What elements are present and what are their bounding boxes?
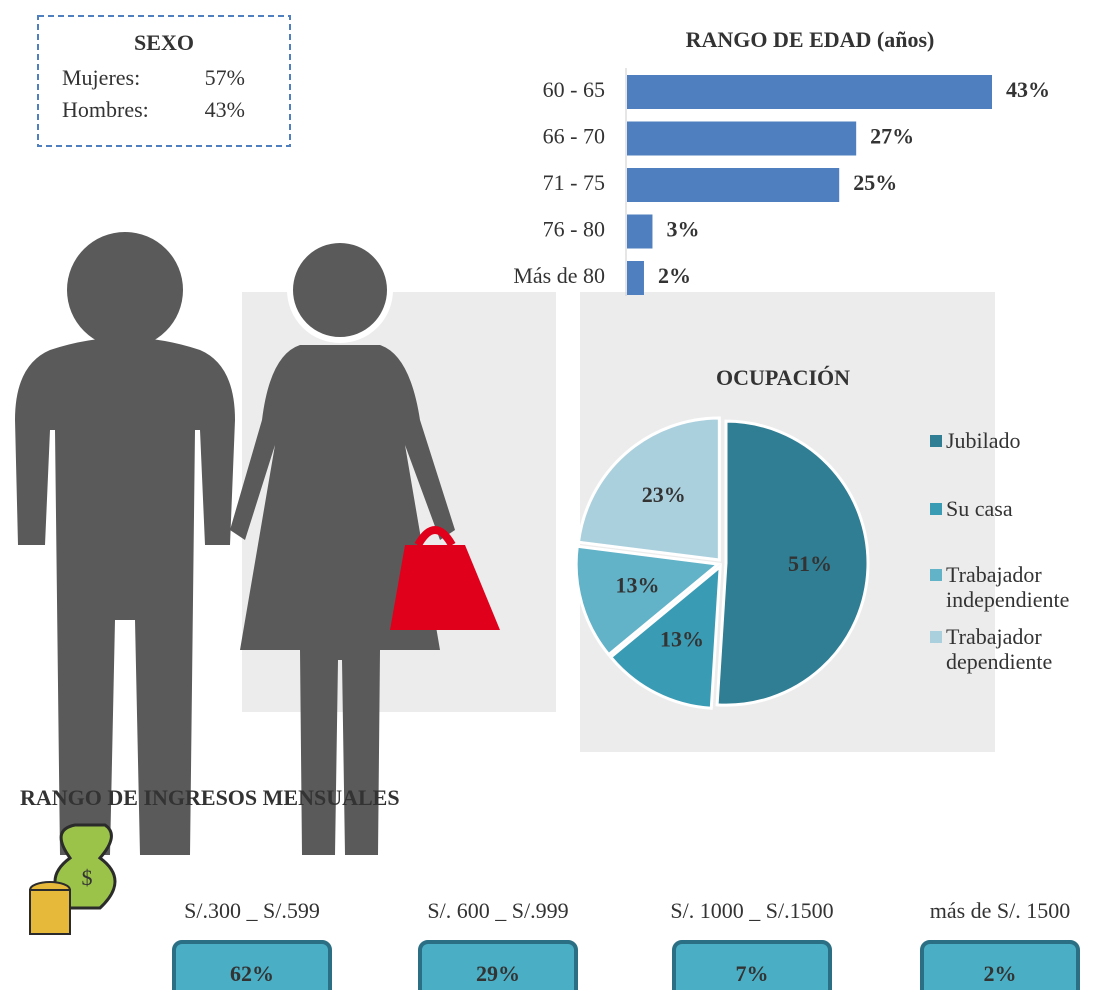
data-label: 25% xyxy=(853,170,897,195)
data-label: 23% xyxy=(642,482,686,507)
canvas: SEXO Mujeres: 57% Hombres: 43% $ RANGO D… xyxy=(0,0,1113,990)
chart-title: OCUPACIÓN xyxy=(716,365,850,390)
legend-swatch xyxy=(930,503,942,515)
page: SEXO Mujeres: 57% Hombres: 43% $ RANGO D… xyxy=(0,0,1113,990)
data-label: 3% xyxy=(666,217,699,242)
income-value: 29% xyxy=(476,961,520,986)
data-label: 51% xyxy=(788,551,832,576)
legend-label: Trabajador independiente xyxy=(946,562,1100,612)
legend-item: Trabajador independiente xyxy=(930,562,1100,612)
currency-symbol: $ xyxy=(82,865,93,890)
y-tick-label: Más de 80 xyxy=(513,263,605,288)
legend-label: Su casa xyxy=(946,496,1013,521)
income-range: más de S/. 1500 xyxy=(930,898,1071,923)
y-tick-label: 66 - 70 xyxy=(543,124,605,149)
income-value: 7% xyxy=(736,961,769,986)
data-label: 13% xyxy=(660,626,704,651)
sexo-label: Mujeres: xyxy=(62,65,140,90)
y-tick-label: 60 - 65 xyxy=(543,77,605,102)
legend-swatch xyxy=(930,631,942,643)
sexo-label: Hombres: xyxy=(62,97,149,122)
legend-swatch xyxy=(930,435,942,447)
legend-label: Jubilado xyxy=(946,428,1021,453)
income-range: S/.300 _ S/.599 xyxy=(184,898,320,923)
income-value: 62% xyxy=(230,961,274,986)
legend-item: Su casa xyxy=(930,496,1100,521)
data-label: 27% xyxy=(870,124,914,149)
bar xyxy=(627,75,992,109)
bar xyxy=(627,261,644,295)
y-tick-label: 76 - 80 xyxy=(543,217,605,242)
sexo-title: SEXO xyxy=(134,30,194,55)
sexo-value: 57% xyxy=(205,65,245,90)
legend-swatch xyxy=(930,569,942,581)
man-icon xyxy=(15,232,235,855)
data-label: 13% xyxy=(615,573,659,598)
income-range: S/. 600 _ S/.999 xyxy=(427,898,568,923)
legend-label: Trabajador dependiente xyxy=(946,624,1100,674)
legend-item: Jubilado xyxy=(930,428,1100,453)
sexo-value: 43% xyxy=(205,97,245,122)
income-range: S/. 1000 _ S/.1500 xyxy=(670,898,833,923)
data-label: 43% xyxy=(1006,77,1050,102)
bar xyxy=(627,168,839,202)
chart-title: RANGO DE EDAD (años) xyxy=(686,27,935,52)
income-value: 2% xyxy=(984,961,1017,986)
legend-item: Trabajador dependiente xyxy=(930,624,1100,674)
bar xyxy=(627,122,856,156)
y-tick-label: 71 - 75 xyxy=(543,170,605,195)
money-icon: $ xyxy=(30,825,115,934)
bar xyxy=(627,215,652,249)
section-title: RANGO DE INGRESOS MENSUALES xyxy=(20,785,400,810)
data-label: 2% xyxy=(658,263,691,288)
